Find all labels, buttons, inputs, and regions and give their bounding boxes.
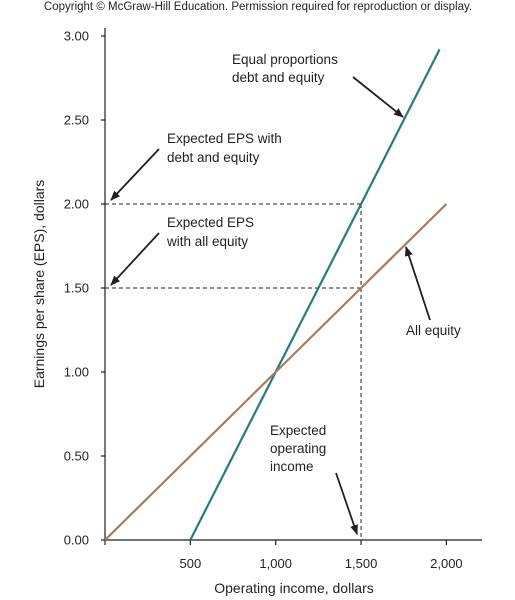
y-tick-label: 2.50 [64,113,89,128]
annotation-eps-equity-line-2: with all equity [166,234,248,249]
annotation-eps-debt-line-1: Expected EPS with [167,131,282,146]
annotation-eps-equity-line-1: Expected EPS [167,215,254,230]
annotation-all-equity-label: All equity [406,323,461,338]
annotation-all-equity: All equity [405,246,461,338]
reference-lines [105,203,362,540]
axes [104,28,482,541]
copyright-notice: Copyright © McGraw-Hill Education. Permi… [44,1,472,13]
annotation-equal-proportions: Equal proportions debt and equity [232,52,404,118]
annotation-eps-all-equity: Expected EPS with all equity [110,215,254,286]
y-tick-label: 0.50 [64,449,89,464]
x-tick-label: 1,000 [259,556,292,571]
y-tick-label: 0.00 [64,533,89,548]
y-tick-label: 3.00 [64,29,89,44]
y-tick-label: 2.00 [64,197,89,212]
annotation-expected-operating-income: Expected operating income [270,423,358,535]
arrow-eps-debt-equity [110,148,160,201]
y-tick-label: 1.50 [64,281,89,296]
arrow-op-income [335,472,358,535]
annotation-eps-debt-line-2: debt and equity [167,150,260,165]
series-line-debt-equity [189,48,441,541]
arrow-all-equity [405,246,431,321]
annotation-op-income-line-2: operating [270,441,326,456]
series-lines [104,48,448,541]
y-ticks: 0.00 0.50 1.00 1.50 2.00 2.50 3.00 [64,29,105,548]
x-tick-label: 1,500 [345,556,378,571]
annotation-eps-debt-equity: Expected EPS with debt and equity [110,131,282,201]
annotation-equal-line-1: Equal proportions [232,52,338,67]
y-tick-label: 1.00 [64,365,89,380]
arrow-eps-all-equity [110,232,160,286]
x-tick-label: 2,000 [430,556,463,571]
y-axis-title: Earnings per share (EPS), dollars [31,180,47,389]
annotation-equal-line-2: debt and equity [232,70,325,85]
x-tick-label: 500 [179,556,201,571]
annotation-op-income-line-3: income [270,459,314,474]
x-ticks: 500 1,000 1,500 2,000 [104,540,463,571]
annotation-op-income-line-1: Expected [270,423,326,438]
x-axis-title: Operating income, dollars [214,580,374,596]
arrow-equal-proportions [352,76,404,118]
series-line-all-equity [104,203,448,541]
